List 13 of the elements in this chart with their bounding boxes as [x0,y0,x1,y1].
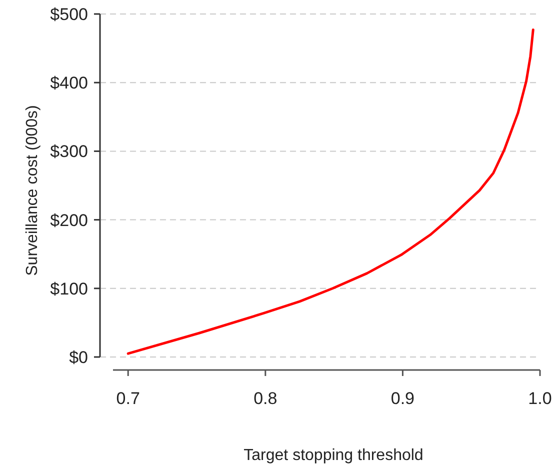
line-series [126,28,534,355]
x-tick-label: 0.8 [254,389,278,408]
y-tick-label: $500 [50,4,88,24]
y-axis-title: Surveillance cost (000s) [24,105,41,276]
y-tick-label: $100 [50,279,88,298]
y-tick-label: $0 [69,348,88,367]
x-tick-label: 0.9 [390,389,415,408]
y-tick-label: $400 [50,74,88,93]
y-tick-label: $300 [50,142,88,162]
y-tick-label: $200 [50,210,88,230]
x-tick-label: 0.7 [116,389,140,408]
x-tick-label: 1.0 [528,389,552,408]
x-axis-title: Target stopping threshold [244,447,424,464]
